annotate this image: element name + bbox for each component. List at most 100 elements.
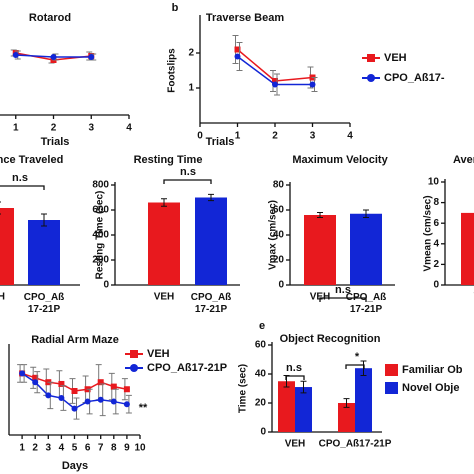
point	[123, 386, 130, 393]
legend-marker	[130, 364, 138, 372]
x-tick-label: 10	[134, 443, 146, 454]
annotation-bracket	[0, 185, 45, 190]
annotation-bracket	[285, 375, 305, 380]
error-bar	[208, 193, 214, 202]
x-tick-label: 3	[310, 131, 316, 142]
annotation: n.s	[12, 172, 28, 184]
y-tick-label: 0	[433, 280, 439, 291]
annotation: n.s	[286, 362, 302, 374]
point	[272, 81, 278, 88]
legend-label: Familiar Ob	[402, 364, 463, 376]
y-tick-label: 2	[433, 259, 439, 270]
point	[309, 81, 316, 88]
chart-title: Radial Arm Maze	[31, 334, 119, 346]
x-tick-label-line: CPO_Aß	[346, 292, 387, 303]
bar	[350, 213, 382, 285]
y-tick-label: 6	[433, 218, 439, 229]
chart-title: Maximum Velocity	[292, 154, 388, 166]
x-tick-label: 2	[51, 123, 57, 134]
point	[32, 374, 39, 381]
x-axis-label: Trials	[41, 136, 70, 148]
legend-marker	[367, 74, 375, 82]
point	[272, 78, 278, 84]
point	[97, 396, 104, 403]
bar	[304, 215, 336, 285]
y-tick-label: 0	[278, 280, 284, 291]
point	[97, 379, 104, 386]
error-bar	[343, 398, 350, 408]
x-tick-label: 0	[197, 131, 203, 142]
x-tick-label: 3	[88, 123, 94, 134]
point	[84, 398, 91, 405]
y-tick-label: 200	[92, 255, 109, 266]
legend-swatch	[385, 364, 398, 376]
point	[50, 54, 57, 60]
chart-title: Aver	[453, 154, 474, 166]
x-tick-label: 8	[111, 443, 117, 454]
x-tick-label-line: 17-21P	[28, 304, 61, 315]
x-tick-label: 5	[72, 443, 78, 454]
x-tick-label: 1	[13, 123, 19, 134]
y-tick-label: 1	[188, 83, 194, 94]
bar	[355, 368, 372, 432]
point	[88, 54, 95, 60]
chart-title: Resting Time	[134, 154, 203, 166]
annotation: n.s	[180, 166, 196, 178]
y-tick-label: 40	[273, 230, 285, 241]
point	[110, 398, 117, 405]
chart-title: Object Recognition	[280, 333, 381, 345]
point	[110, 383, 117, 390]
point	[123, 401, 130, 408]
chart-title: nce Traveled	[0, 154, 63, 166]
y-tick-label: 0	[260, 427, 266, 438]
point	[12, 52, 19, 58]
error-bar	[41, 213, 47, 227]
bar	[0, 208, 14, 285]
y-tick-label: 800	[92, 180, 109, 191]
x-tick-label: 4	[126, 123, 132, 134]
annotation-bracket	[345, 364, 365, 369]
y-tick-label: 20	[273, 255, 285, 266]
annotation: *	[355, 351, 360, 363]
point	[234, 53, 241, 60]
y-tick-label: 8	[433, 197, 439, 208]
y-axis-label: Resting Time (sec)	[95, 191, 106, 280]
y-axis-label: Time (sec)	[238, 364, 249, 413]
bar	[148, 202, 180, 285]
x-tick-label: 2	[32, 443, 38, 454]
point	[71, 388, 78, 394]
point	[71, 405, 78, 412]
y-tick-label: 20	[255, 398, 267, 409]
bar	[295, 387, 312, 432]
x-tick-label: VEH	[154, 292, 175, 303]
y-tick-label: 40	[255, 369, 267, 380]
x-tick-label: 2	[272, 131, 278, 142]
y-tick-label: 600	[92, 205, 109, 216]
point	[32, 379, 39, 386]
point	[58, 395, 65, 402]
x-tick-label: VEH	[310, 292, 331, 303]
bar	[461, 212, 474, 285]
x-tick-label-line: CPO_Aß	[191, 292, 232, 303]
x-tick-label-line: CPO_Aß	[24, 292, 65, 303]
annotation: n.s	[335, 284, 351, 296]
y-tick-label: 10	[428, 177, 440, 188]
x-tick-label: 1	[235, 131, 241, 142]
x-tick-label: 3	[46, 443, 52, 454]
y-tick-label: 2	[188, 48, 194, 59]
annotation-bracket	[319, 297, 367, 302]
x-tick-label: 6	[85, 443, 91, 454]
x-tick-label: 4	[347, 131, 353, 142]
error-bar	[300, 380, 307, 394]
y-tick-label: 400	[92, 230, 109, 241]
error-bar	[161, 198, 167, 207]
error-bar	[363, 209, 369, 218]
y-axis-label: Vmax (cm/sec)	[268, 200, 279, 270]
x-tick-label: VEH	[285, 439, 306, 450]
annotation-bracket	[163, 179, 212, 184]
bar	[195, 197, 227, 285]
bar	[338, 403, 355, 432]
